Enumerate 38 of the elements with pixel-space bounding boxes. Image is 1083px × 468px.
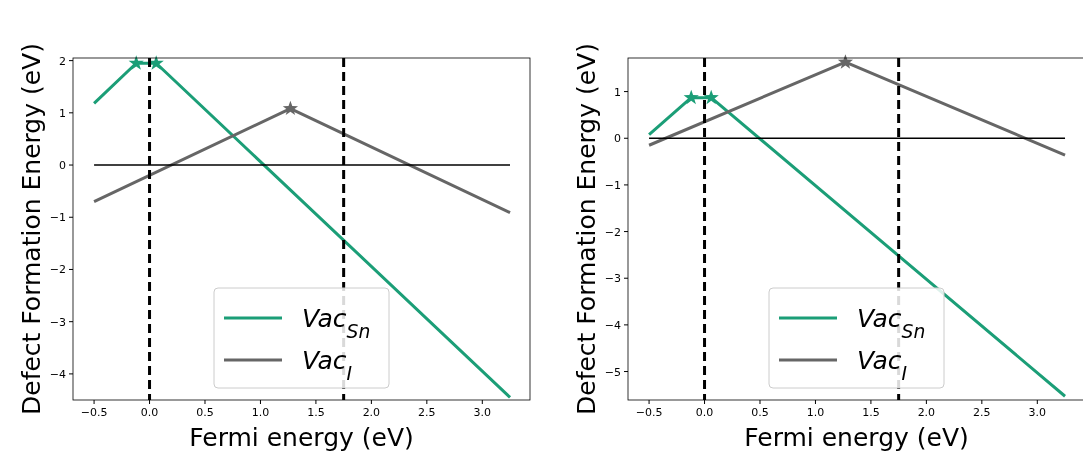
y-tick-label: −3 [604,272,621,286]
y-tick-label: −4 [604,318,621,332]
x-tick-label: 1.5 [862,406,880,419]
x-tick-label: 0.5 [751,406,769,419]
x-tick-label: 1.0 [251,406,270,419]
y-tick-label: −1 [604,178,621,192]
x-axis-title: Fermi energy (eV) [744,423,969,452]
legend-label: Vac$_{Sn}$ [857,304,926,342]
x-tick-label: 2.0 [362,406,381,419]
y-tick-label: 2 [59,54,66,68]
x-tick-label: 2.0 [917,406,936,419]
x-tick-label: 1.0 [806,406,825,419]
y-tick-label: −1 [49,211,66,225]
legend-label: Vac$_{I}$ [857,346,908,384]
legend-label: Vac$_{I}$ [302,346,353,384]
y-tick-label: −2 [49,263,66,277]
y-tick-label: 0 [614,132,621,146]
y-axis-title: Defect Formation Energy (eV) [17,43,46,415]
x-tick-label: 3.0 [473,406,492,419]
x-tick-label: 2.5 [973,406,991,419]
y-tick-label: −4 [49,367,66,381]
y-tick-label: −5 [604,365,621,379]
x-tick-label: 3.0 [1028,406,1047,419]
y-tick-label: −3 [49,315,66,329]
y-tick-label: 0 [59,159,66,173]
x-tick-label: 0.0 [695,406,714,419]
x-tick-label: 2.5 [418,406,436,419]
x-tick-label: −0.5 [80,406,108,419]
x-tick-label: 0.0 [140,406,159,419]
x-axis-title: Fermi energy (eV) [189,423,414,452]
x-tick-label: 1.5 [307,406,325,419]
y-tick-label: 1 [614,85,621,99]
legend-label: Vac$_{Sn}$ [302,304,371,342]
x-tick-label: −0.5 [635,406,663,419]
y-tick-label: 1 [59,106,66,120]
x-tick-label: 0.5 [196,406,214,419]
y-axis-title: Defect Formation Energy (eV) [572,43,601,415]
y-tick-label: −2 [604,225,621,239]
